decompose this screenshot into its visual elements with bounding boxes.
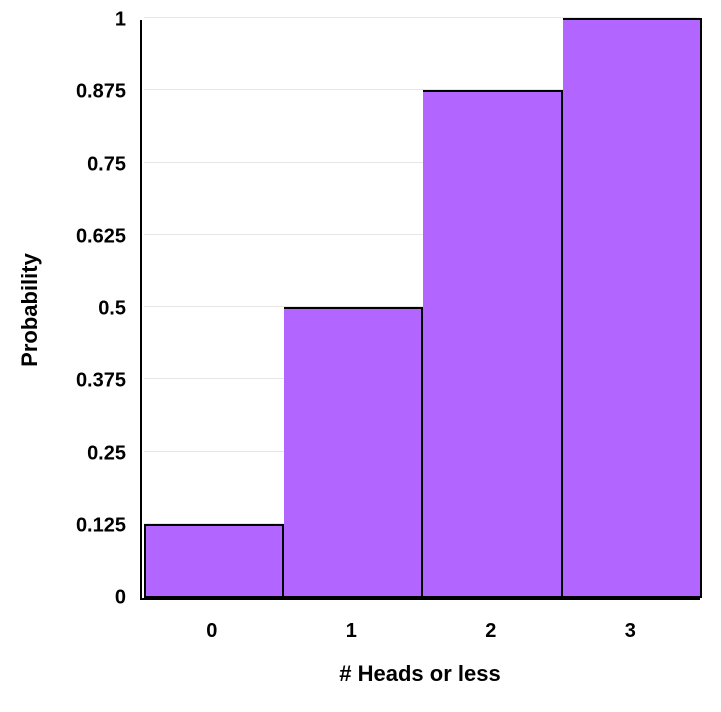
y-tick-label: 0.25	[87, 442, 126, 465]
x-tick-label: 1	[346, 620, 357, 643]
y-tick-label: 0.75	[87, 153, 126, 176]
x-axis-title: # Heads or less	[339, 661, 500, 687]
bar	[284, 307, 424, 598]
bar	[563, 18, 703, 598]
x-tick-label: 3	[625, 620, 636, 643]
bar	[144, 524, 284, 598]
probability-chart: Probability # Heads or less 0 0.125 0.25 0.…	[0, 0, 721, 712]
y-tick-label: 1	[115, 9, 126, 32]
x-tick-label: 2	[485, 620, 496, 643]
plot-area	[140, 20, 700, 600]
y-tick-label: 0.5	[98, 298, 126, 321]
y-tick-label: 0.875	[76, 81, 126, 104]
y-axis-title: Probability	[17, 253, 43, 367]
y-tick-label: 0.625	[76, 225, 126, 248]
y-tick-label: 0	[115, 587, 126, 610]
bar	[423, 90, 563, 598]
y-tick-label: 0.375	[76, 370, 126, 393]
y-tick-label: 0.125	[76, 514, 126, 537]
x-tick-label: 0	[206, 620, 217, 643]
